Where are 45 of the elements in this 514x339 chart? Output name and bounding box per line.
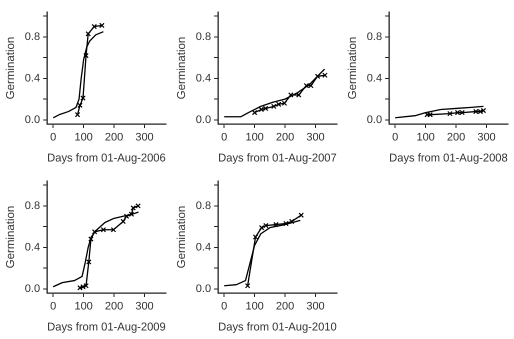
x-tick-label: 300 <box>135 132 154 144</box>
x-tick-label: 100 <box>416 132 435 144</box>
x-tick-label: 0 <box>392 132 398 144</box>
x-tick-label: 0 <box>50 300 56 313</box>
x-axis-title: Days from 01-Aug-2009 <box>47 321 166 334</box>
y-tick-label: 0.4 <box>196 241 212 254</box>
x-tick-label: 100 <box>245 132 264 144</box>
x-tick-label: 300 <box>306 300 325 313</box>
x-tick-label: 200 <box>276 300 294 313</box>
y-tick-label: 0.4 <box>24 241 40 254</box>
y-tick-label: 0.4 <box>366 72 382 84</box>
y-tick-label: 0.4 <box>24 72 40 84</box>
x-tick-label: 0 <box>221 300 228 313</box>
y-tick-label: 0.0 <box>196 282 212 295</box>
x-axis-title: Days from 01-Aug-2007 <box>218 152 337 164</box>
y-axis-title: Germination <box>347 36 360 100</box>
x-tick-label: 100 <box>74 300 93 313</box>
y-tick-label: 0.0 <box>24 114 40 126</box>
y-tick-label: 0.8 <box>24 30 40 43</box>
x-tick-label: 300 <box>306 132 325 144</box>
y-tick-label: 0.8 <box>196 200 212 212</box>
y-tick-label: 0.0 <box>366 114 382 126</box>
x-tick-label: 0 <box>221 132 228 144</box>
x-axis-title: Days from 01-Aug-2010 <box>218 321 337 334</box>
y-tick-label: 0.4 <box>196 72 212 84</box>
x-tick-label: 300 <box>135 300 154 313</box>
y-tick-label: 0.0 <box>24 282 40 295</box>
y-axis-title: Germination <box>5 36 18 100</box>
y-axis-title: Germination <box>176 36 188 100</box>
y-axis-title: Germination <box>176 206 188 268</box>
x-tick-label: 300 <box>477 132 496 144</box>
x-axis-title: Days from 01-Aug-2008 <box>389 152 508 164</box>
x-tick-label: 200 <box>446 132 466 144</box>
y-tick-label: 0.8 <box>196 30 212 43</box>
x-tick-label: 200 <box>104 132 124 144</box>
x-tick-label: 200 <box>276 132 294 144</box>
y-axis-title: Germination <box>5 206 18 268</box>
y-tick-label: 0.8 <box>366 30 382 43</box>
x-axis-title: Days from 01-Aug-2006 <box>47 152 166 164</box>
y-tick-label: 0.0 <box>196 114 212 126</box>
x-tick-label: 200 <box>104 300 124 313</box>
x-tick-label: 0 <box>50 132 56 144</box>
y-tick-label: 0.8 <box>24 200 40 212</box>
x-tick-label: 100 <box>74 132 93 144</box>
x-tick-label: 100 <box>245 300 264 313</box>
